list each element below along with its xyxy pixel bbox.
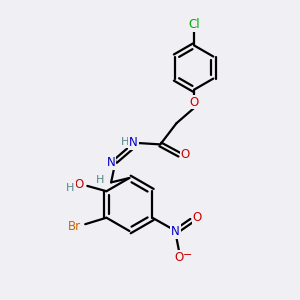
Text: O: O	[193, 211, 202, 224]
Text: N: N	[107, 156, 116, 169]
Text: O: O	[190, 95, 199, 109]
Text: N: N	[129, 136, 138, 149]
Text: Br: Br	[68, 220, 81, 233]
Text: −: −	[182, 250, 192, 260]
Text: O: O	[174, 251, 184, 264]
Text: O: O	[74, 178, 84, 191]
Text: N: N	[171, 225, 180, 239]
Text: H: H	[66, 183, 75, 193]
Text: H: H	[96, 175, 104, 185]
Text: H: H	[122, 137, 130, 147]
Text: Cl: Cl	[188, 18, 200, 31]
Text: O: O	[181, 148, 190, 161]
